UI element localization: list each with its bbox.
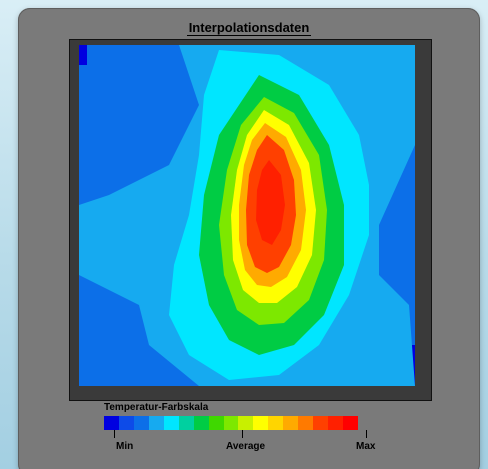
window-title: Interpolationsdaten [18, 20, 480, 36]
legend-swatch [298, 416, 314, 430]
legend-average-label: Average [226, 441, 266, 452]
legend-swatch [283, 416, 299, 430]
window-title-text: Interpolationsdaten [186, 20, 312, 36]
legend-swatch [268, 416, 284, 430]
legend-swatch [223, 416, 239, 430]
legend-average-tick [242, 430, 243, 438]
legend-swatch [328, 416, 343, 430]
legend-title: Temperatur-Farbskala [104, 402, 209, 413]
interpolation-window: Interpolationsdaten [18, 8, 480, 469]
legend-swatch [163, 416, 179, 430]
legend-min-label: Min [116, 441, 134, 452]
legend-swatch [133, 416, 149, 430]
legend-swatch [118, 416, 134, 430]
plot-frame [69, 39, 432, 401]
heatmap-svg [79, 45, 415, 386]
legend-swatch [253, 416, 269, 430]
legend-swatch [178, 416, 194, 430]
legend-swatch [343, 416, 358, 430]
heatmap-plot[interactable] [79, 45, 415, 386]
legend-swatch [104, 416, 119, 430]
legend-swatch [148, 416, 164, 430]
legend-swatch [208, 416, 224, 430]
legend-max-tick [366, 430, 367, 438]
legend-min-tick [114, 430, 115, 438]
legend-swatch [313, 416, 329, 430]
color-scale-bar [104, 416, 358, 430]
heatmap-red-core [256, 160, 285, 245]
legend-swatch [238, 416, 254, 430]
legend-swatch [193, 416, 209, 430]
legend-max-label: Max [356, 441, 376, 452]
heatmap-min-spot-topleft [79, 45, 87, 65]
